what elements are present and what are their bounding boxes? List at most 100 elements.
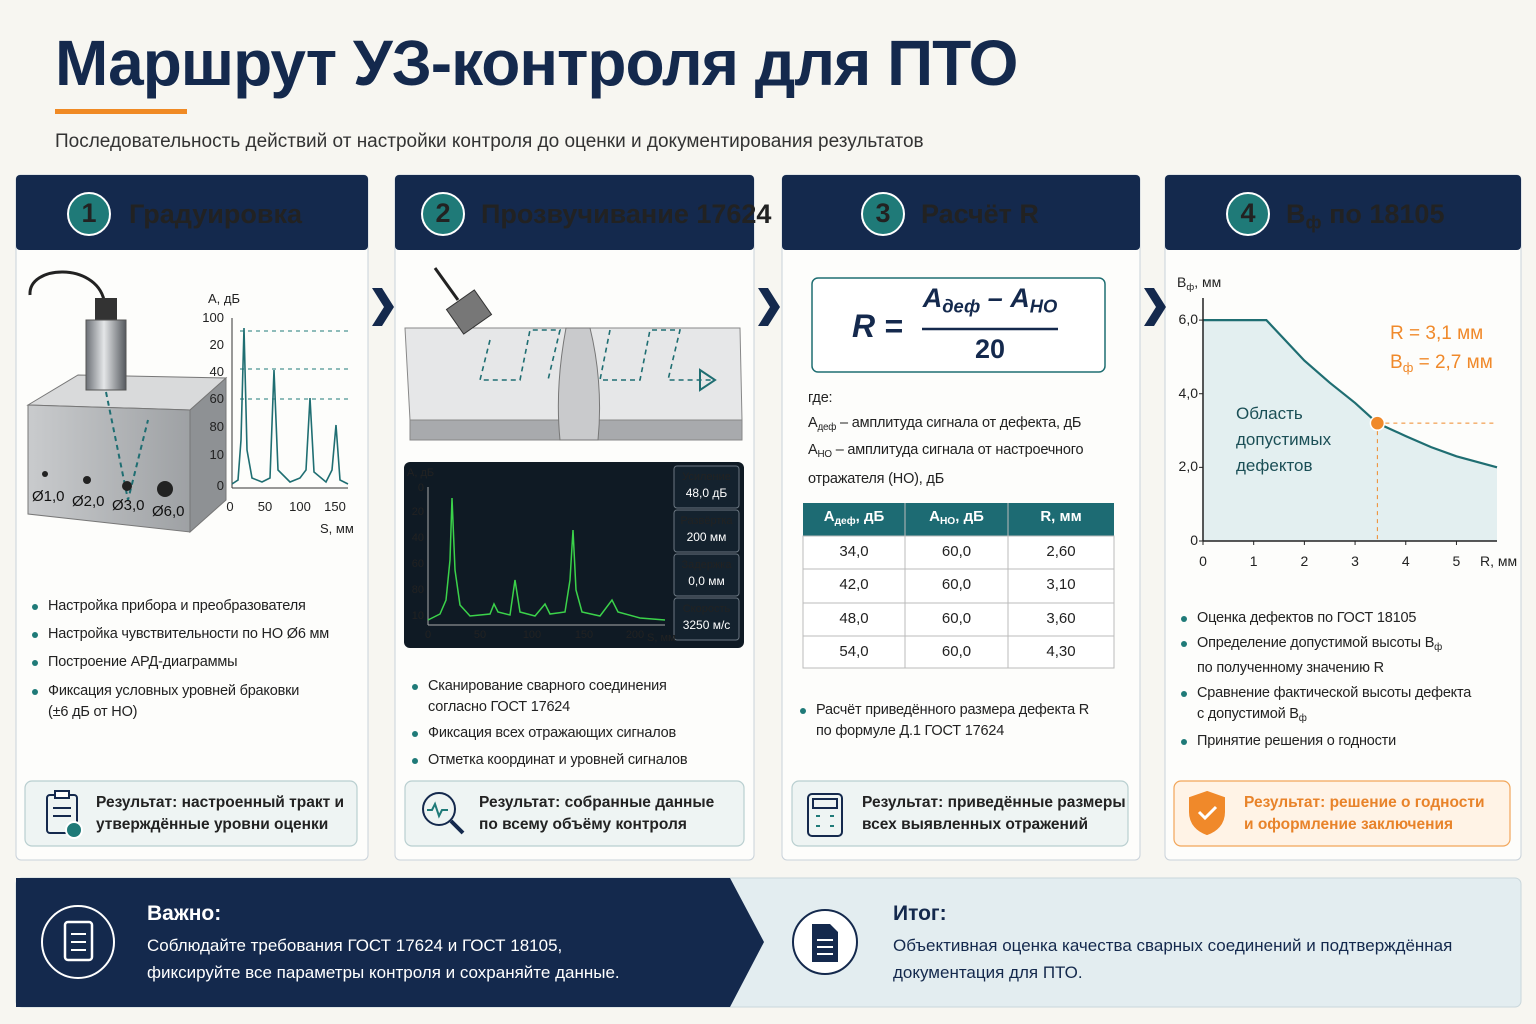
x-tick-label: 150 (574, 629, 594, 641)
table-cell: 2,60 (1046, 543, 1076, 560)
text-part: НО (939, 516, 956, 528)
y-tick-label: 60 (209, 391, 224, 406)
result-text: Результат: решение о годности и оформлен… (1244, 794, 1485, 833)
result-boxes (24, 780, 1511, 847)
page-subtitle: Последовательность действий от настройки… (55, 131, 924, 152)
table-cell: 60,0 (941, 642, 972, 660)
x-tick-label: 4 (1401, 553, 1410, 569)
bullet-item: Построение АРД-диаграммы (48, 654, 238, 670)
x-tick-label: 0 (424, 629, 432, 641)
y-tick-label: 4,0 (1178, 384, 1198, 401)
y-tick-label: 40 (411, 532, 424, 544)
bullet-dot (32, 660, 38, 666)
footer-text: Объективная оценка качества сварных соед… (893, 936, 1453, 982)
bullet-item: Принятие решения о годности (1197, 733, 1397, 749)
bullet-item: Сравнение фактической высоты дефекта с д… (1197, 683, 1471, 729)
bullet-item: Настройка чувствительности по НО Ø6 мм (48, 626, 330, 642)
text-part: , дБ (855, 508, 885, 525)
result-text: Результат: собранные данные по всему объ… (479, 794, 715, 833)
text-part: Сравнение фактической высоты дефекта с д… (1197, 685, 1472, 722)
table-cell: 48,0 (839, 609, 869, 627)
defect-point (1369, 415, 1386, 431)
table-cell: 4,30 (1046, 642, 1076, 660)
table-cell: 54,0 (839, 642, 869, 660)
bullet-dot (1181, 641, 1187, 647)
table-cell: 34,0 (839, 543, 869, 560)
hole-label: Ø3,0 (112, 497, 145, 514)
bullet-dot (1181, 691, 1187, 697)
table-cell: 42,0 (839, 576, 869, 594)
text-part: = 2,7 мм (1413, 352, 1493, 373)
title-underline (55, 109, 187, 114)
table-cell: 60,0 (941, 609, 972, 627)
y-tick-label: 0 (1190, 532, 1198, 548)
text-part: НО (1029, 295, 1058, 317)
x-tick-label: 200 (625, 629, 645, 641)
hole-label: Ø1,0 (32, 488, 65, 505)
hole-label: Ø2,0 (72, 493, 105, 510)
x-tick-label: 50 (473, 629, 487, 641)
x-tick-label: 5 (1452, 553, 1461, 569)
param-value: 3250 м/с (682, 618, 731, 632)
table-header: R, мм (1040, 508, 1082, 525)
calibration-block (26, 270, 228, 534)
text-part: В (1390, 352, 1403, 373)
bullet-dot (32, 604, 38, 610)
text-part: деф (942, 295, 981, 317)
annotation: R = 3,1 мм (1390, 323, 1484, 344)
hole-label: Ø6,0 (152, 503, 185, 520)
y-tick-label: 10 (411, 610, 424, 622)
param-name: Задержка (681, 559, 732, 571)
text-part: ф (1298, 712, 1307, 724)
result-text: Результат: настроенный тракт и утверждён… (96, 794, 344, 833)
formula-box (811, 277, 1106, 373)
y-tick-label: 40 (209, 364, 224, 379)
guide-lines (1376, 422, 1497, 541)
text-part: деф (834, 516, 856, 528)
bullet-dot (800, 708, 806, 714)
text-part: – амплитуда сигнала от дефекта, дБ (836, 415, 1082, 431)
table-cell: 3,10 (1046, 576, 1076, 594)
param-value: 200 мм (686, 530, 727, 544)
y-tick-label: 2,0 (1178, 458, 1198, 475)
allowable-height-chart (1199, 298, 1498, 545)
param-name: Развёртка (680, 515, 733, 527)
flaw-detector-screen (404, 462, 744, 648)
x-tick-label: 100 (522, 629, 542, 641)
text-part: ф (1434, 641, 1443, 653)
text-part: – амплитуда сигнала от настроечного отра… (808, 442, 1084, 487)
bullet-dot (412, 684, 418, 690)
table-header: AНО, дБ (905, 508, 1008, 527)
x-tick-label: 0 (1199, 553, 1207, 569)
text-part: ф (1305, 211, 1322, 233)
text-part: В (1177, 274, 1187, 290)
card-title: Градуировка (129, 199, 302, 229)
formula-numerator: Aдеф – AНО (922, 283, 1058, 318)
footer-title: Важно: (147, 902, 222, 925)
region-label: Область допустимых дефектов (1236, 404, 1332, 475)
text-part: A (823, 508, 835, 525)
bullet-dot (32, 689, 38, 695)
text-part: по 18105 (1321, 199, 1445, 229)
legend-line: AНО – амплитуда сигнала от настроечного … (808, 438, 1084, 491)
legend-line: Aдеф – амплитуда сигнала от дефекта, дБ (808, 413, 1081, 438)
text-part: Определение допустимой высоты В (1197, 635, 1435, 651)
card-title: Вф по 18105 (1286, 198, 1444, 239)
text-part: ф (1186, 281, 1195, 293)
x-tick-label: 0 (226, 499, 234, 514)
card-headers (16, 175, 1521, 250)
footer-text: Соблюдайте требования ГОСТ 17624 и ГОСТ … (147, 936, 620, 982)
text-part: деф (817, 421, 837, 433)
where-label: где: (808, 390, 833, 406)
limit-curve (1203, 318, 1498, 469)
param-value: 48,0 дБ (685, 486, 728, 500)
table-header: Aдеф, дБ (803, 508, 905, 527)
y-tick-label: 0 (216, 478, 224, 493)
bullet-item: Оценка дефектов по ГОСТ 18105 (1197, 610, 1417, 626)
bullet-item: Определение допустимой высоты Вф по полу… (1197, 633, 1442, 679)
text-part: A (808, 415, 818, 431)
param-name: Усиление (682, 471, 731, 483)
text-part: , дБ (955, 508, 984, 525)
